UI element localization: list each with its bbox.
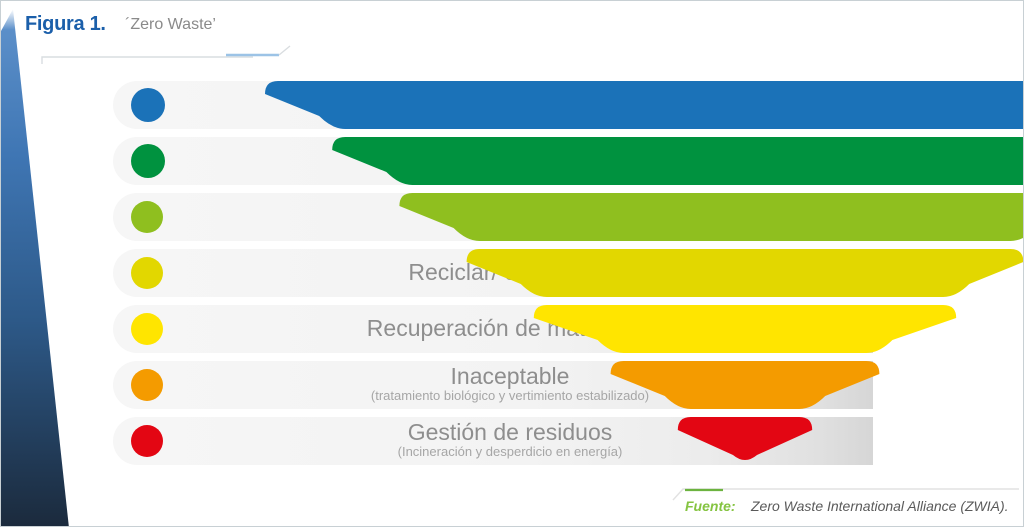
funnel-row[interactable]: Repensar/rediseñar (113, 81, 873, 129)
funnel-row[interactable]: Reusar (113, 193, 873, 241)
source-label: Fuente: (685, 498, 736, 514)
funnel-row[interactable]: Gestión de residuos (Incineración y despe… (113, 417, 873, 465)
level-label: Reciclar/ compostar (173, 258, 847, 285)
level-label-main: Repensar/rediseñar (408, 90, 611, 117)
level-color-dot (131, 257, 163, 289)
level-color-dot (131, 425, 163, 457)
level-color-dot (131, 201, 163, 233)
funnel-row[interactable]: Reciclar/ compostar (113, 249, 873, 297)
level-label-sub: (tratamiento biológico y vertimiento est… (370, 388, 650, 404)
level-label-main: Recuperación de materiales (366, 314, 654, 341)
level-label-sub: (Incineración y desperdicio en energía) (397, 444, 623, 460)
title-underline-decoration (41, 45, 291, 64)
level-label-main: Reusar (472, 202, 548, 229)
level-label: Inaceptable (tratamiento biológico y vert… (173, 364, 847, 403)
level-label: Recuperación de materiales (173, 314, 847, 341)
level-label: Reusar (173, 202, 847, 229)
level-color-dot (131, 369, 163, 401)
level-label-main: Gestión de residuos (407, 419, 613, 445)
level-label: Repensar/rediseñar (173, 90, 847, 117)
source-footer: Fuente: Zero Waste International Allianc… (659, 487, 1019, 521)
figure-label: Figura 1. (25, 13, 106, 35)
funnel-rows: Repensar/rediseñar Reducir Reusar Reciclar/… (1, 79, 1023, 479)
level-label-main: Reducir (470, 146, 550, 173)
funnel-row[interactable]: Inaceptable (tratamiento biológico y vert… (113, 361, 873, 409)
level-label: Gestión de residuos (Incineración y despe… (173, 420, 847, 459)
level-color-dot (131, 313, 163, 345)
level-color-dot (131, 88, 165, 122)
figure-header: Figura 1. ´Zero Waste’ (1, 1, 1023, 64)
level-color-dot (131, 144, 165, 178)
page-title: ´Zero Waste’ (125, 16, 216, 33)
funnel-row[interactable]: Recuperación de materiales (113, 305, 873, 353)
level-label: Reducir (173, 146, 847, 173)
source-text: Zero Waste International Alliance (ZWIA)… (751, 498, 1009, 514)
funnel-row[interactable]: Reducir (113, 137, 873, 185)
level-label-main: Reciclar/ compostar (408, 258, 612, 285)
level-label-main: Inaceptable (450, 363, 570, 389)
